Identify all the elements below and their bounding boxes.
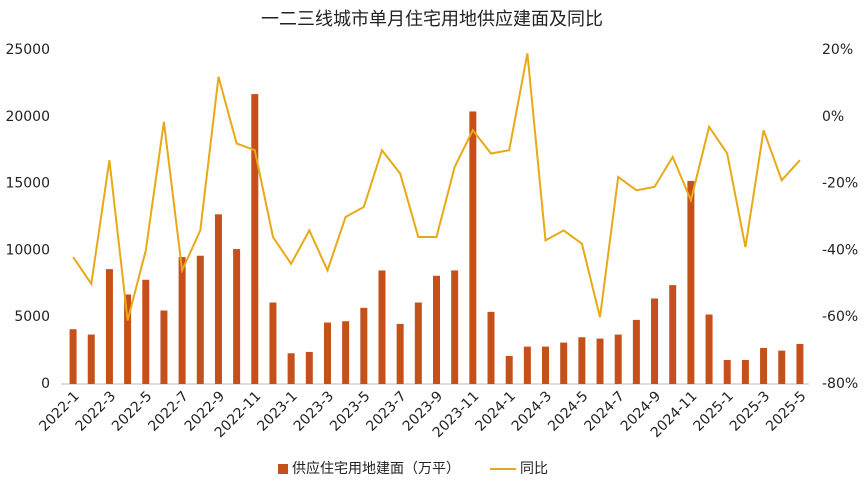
- bar: [105, 269, 113, 384]
- bar: [269, 302, 277, 384]
- y2-tick-label: 0%: [822, 109, 844, 125]
- bar: [87, 334, 95, 384]
- y-tick-label: 0: [41, 376, 50, 392]
- bar: [651, 298, 659, 384]
- legend-label: 同比: [520, 461, 548, 477]
- bar: [560, 342, 568, 384]
- chart-title: 一二三线城市单月住宅用地供应建面及同比: [261, 9, 603, 30]
- bar: [323, 322, 331, 384]
- bar: [451, 270, 459, 384]
- y2-tick-label: 20%: [822, 42, 853, 58]
- bar: [632, 319, 640, 384]
- bar: [705, 314, 713, 384]
- y-tick-label: 25000: [5, 42, 50, 58]
- bar: [214, 214, 222, 384]
- bar: [505, 355, 513, 384]
- bar: [233, 249, 241, 384]
- bar: [396, 323, 404, 384]
- bar: [596, 338, 604, 384]
- bar: [487, 311, 495, 384]
- bar: [160, 310, 168, 384]
- bar: [142, 279, 150, 384]
- bar: [741, 359, 749, 384]
- bar: [760, 347, 768, 384]
- legend-swatch: [278, 464, 288, 474]
- y2-tick-label: -60%: [822, 309, 858, 325]
- bar: [342, 321, 350, 384]
- bar: [287, 353, 295, 384]
- bar: [523, 346, 531, 384]
- bar: [687, 180, 695, 384]
- bar: [542, 346, 550, 384]
- bar: [378, 270, 386, 384]
- bar: [778, 350, 786, 384]
- y2-tick-label: -40%: [822, 242, 858, 258]
- line: [72, 53, 801, 321]
- bar: [469, 111, 477, 385]
- bar: [251, 94, 259, 384]
- bar: [360, 307, 368, 384]
- y2-tick-label: -20%: [822, 176, 858, 192]
- y2-tick-label: -80%: [822, 376, 858, 392]
- y-tick-label: 15000: [5, 176, 50, 192]
- bar: [796, 343, 804, 384]
- bar: [614, 334, 622, 384]
- bar: [178, 257, 186, 384]
- bar: [669, 285, 677, 384]
- y-tick-label: 20000: [5, 109, 50, 125]
- y-tick-label: 5000: [14, 309, 50, 325]
- bar: [196, 255, 204, 384]
- x-tick-label: 2025-5: [763, 388, 809, 434]
- bar: [124, 294, 132, 384]
- bar: [578, 337, 586, 384]
- bar: [414, 302, 422, 384]
- bar: [69, 329, 77, 384]
- bar: [305, 351, 313, 384]
- legend-label: 供应住宅用地建面（万平）: [292, 460, 460, 477]
- bar: [723, 359, 731, 384]
- y-tick-label: 10000: [5, 242, 50, 258]
- bar: [433, 275, 440, 384]
